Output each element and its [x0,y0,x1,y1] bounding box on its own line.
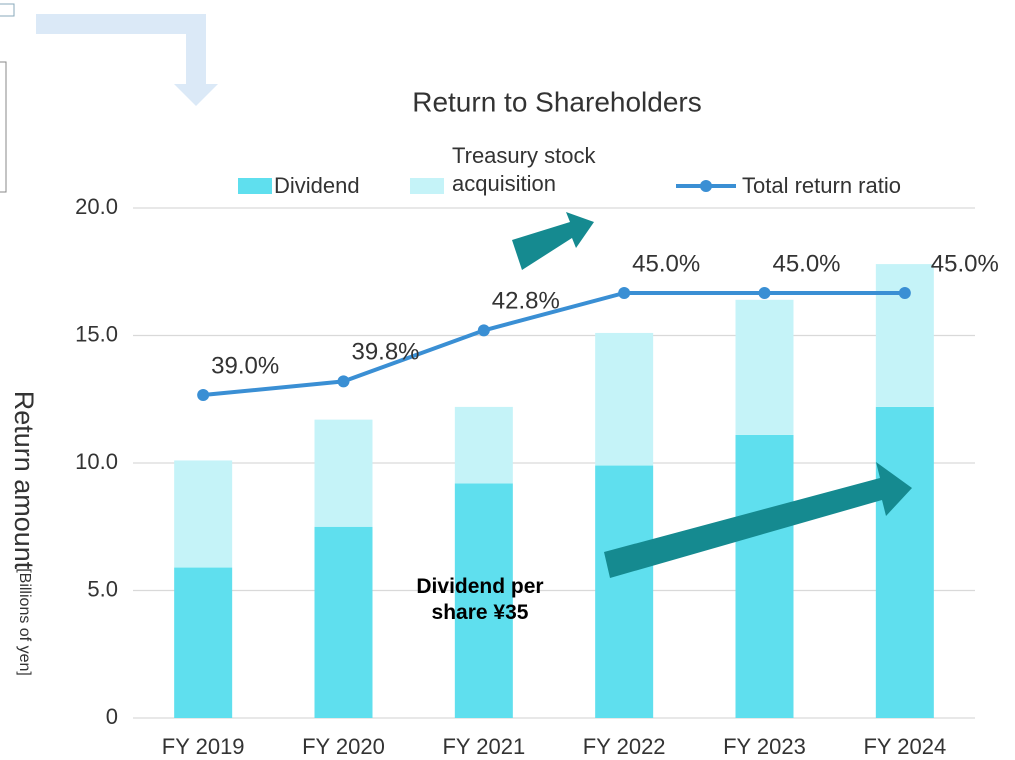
legend-swatch [410,178,444,194]
legend-label: Total return ratio [742,173,901,198]
decor-arrow [512,212,594,270]
data-label: 45.0% [632,250,700,277]
x-tick-label: FY 2020 [302,734,385,759]
y-tick-label: 5.0 [87,576,118,601]
legend-label: Treasury stock acquisition [452,143,596,196]
y-axis-unit: [Billions of yen] [16,568,33,676]
legend-label: Dividend [274,173,360,198]
y-tick-label: 15.0 [75,321,118,346]
bar [454,406,513,484]
line-marker [197,389,210,401]
x-tick-label: FY 2019 [162,734,245,759]
bar [174,460,233,568]
legend-marker [700,180,712,192]
decor-arrow [604,462,912,578]
bar [314,419,373,527]
y-tick-label: 10.0 [75,449,118,474]
data-label: 39.8% [351,339,419,366]
line-marker [898,287,911,299]
y-axis-label: Return amount [9,391,39,570]
x-tick-label: FY 2023 [723,734,806,759]
bar [735,434,794,718]
bar [454,483,513,718]
bar [875,406,934,718]
annotation: Dividend per share ¥35 [416,575,544,624]
decor-box [0,61,7,193]
bar [314,526,373,718]
chart-title: Return to Shareholders [412,86,702,117]
y-tick-label: 0 [106,704,118,729]
x-tick-label: FY 2021 [442,734,525,759]
y-tick-label: 20.0 [75,194,118,219]
line-marker [618,287,631,299]
x-tick-label: FY 2022 [583,734,666,759]
decor-box [0,3,15,17]
legend-swatch [238,178,272,194]
data-label: 45.0% [772,250,840,277]
bar [595,465,654,718]
bar [595,332,654,466]
data-label: 39.0% [211,352,279,379]
bar [875,264,934,407]
line-marker [477,324,490,337]
line [202,291,905,397]
x-tick-label: FY 2024 [863,734,946,759]
data-label: 45.0% [931,250,999,277]
decor-arrow [36,14,218,106]
bar [735,299,794,435]
bar [174,567,233,718]
line-marker [758,287,771,299]
line-marker [337,375,350,388]
data-label: 42.8% [492,288,560,315]
